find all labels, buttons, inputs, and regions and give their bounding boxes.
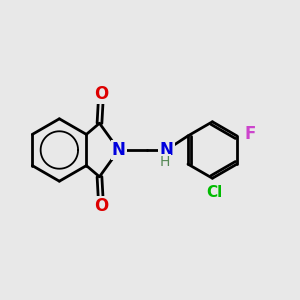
Text: N: N <box>112 141 126 159</box>
Text: O: O <box>94 197 109 215</box>
Text: F: F <box>244 124 256 142</box>
Text: H: H <box>160 155 170 169</box>
Text: Cl: Cl <box>207 185 223 200</box>
Text: N: N <box>159 141 173 159</box>
Text: O: O <box>94 85 109 103</box>
